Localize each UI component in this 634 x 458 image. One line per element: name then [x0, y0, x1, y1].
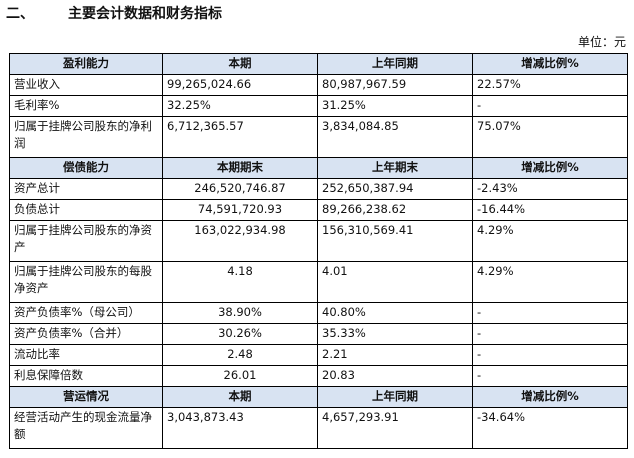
table-row: 归属于挂牌公司股东的净利润 6,712,365.57 3,834,084.85 … — [9, 116, 628, 158]
current-value: 6,712,365.57 — [162, 116, 318, 158]
header-cell: 盈利能力 — [9, 53, 163, 75]
current-value: 2.48 — [162, 344, 318, 366]
prior-value: 156,310,569.41 — [317, 220, 473, 262]
change-ratio: -2.43% — [472, 178, 628, 200]
table-row: 毛利率% 32.25% 31.25% - — [9, 95, 628, 117]
change-ratio: 75.07% — [472, 116, 628, 158]
current-value: 38.90% — [162, 302, 318, 324]
section-header-solvency: 偿债能力 本期期末 上年期末 增减比例% — [9, 157, 628, 179]
header-cell: 偿债能力 — [9, 157, 163, 179]
prior-value: 35.33% — [317, 323, 473, 345]
header-cell: 上年期末 — [317, 157, 473, 179]
row-label: 营业收入 — [9, 74, 163, 96]
prior-value: 31.25% — [317, 95, 473, 117]
prior-value: 2.21 — [317, 344, 473, 366]
current-value: 32.25% — [162, 95, 318, 117]
table-row: 经营活动产生的现金流量净额 3,043,873.43 4,657,293.91 … — [9, 407, 628, 449]
section-heading: 二、 主要会计数据和财务指标 — [6, 3, 222, 25]
prior-value: 3,834,084.85 — [317, 116, 473, 158]
row-label: 归属于挂牌公司股东的净利润 — [9, 116, 163, 158]
header-cell: 增减比例% — [472, 386, 628, 408]
change-ratio: 22.57% — [472, 74, 628, 96]
table-row: 资产总计 246,520,746.87 252,650,387.94 -2.43… — [9, 178, 628, 200]
prior-value: 20.83 — [317, 365, 473, 387]
current-value: 99,265,024.66 — [162, 74, 318, 96]
table-row: 利息保障倍数 26.01 20.83 - — [9, 365, 628, 387]
header-cell: 本期 — [162, 386, 318, 408]
header-cell: 上年同期 — [317, 386, 473, 408]
prior-value: 4.01 — [317, 261, 473, 303]
current-value: 246,520,746.87 — [162, 178, 318, 200]
change-ratio: - — [472, 365, 628, 387]
header-cell: 增减比例% — [472, 53, 628, 75]
section-title: 主要会计数据和财务指标 — [68, 6, 222, 22]
row-label: 经营活动产生的现金流量净额 — [9, 407, 163, 449]
section-header-profitability: 盈利能力 本期 上年同期 增减比例% — [9, 53, 628, 75]
current-value: 3,043,873.43 — [162, 407, 318, 449]
current-value: 163,022,934.98 — [162, 220, 318, 262]
change-ratio: -34.64% — [472, 407, 628, 449]
row-label: 归属于挂牌公司股东的每股净资产 — [9, 261, 163, 303]
current-value: 26.01 — [162, 365, 318, 387]
table-row: 流动比率 2.48 2.21 - — [9, 344, 628, 366]
table-row: 资产负债率%（母公司） 38.90% 40.80% - — [9, 302, 628, 324]
prior-value: 40.80% — [317, 302, 473, 324]
table-row: 归属于挂牌公司股东的净资产 163,022,934.98 156,310,569… — [9, 220, 628, 262]
financial-indicators-table: 盈利能力 本期 上年同期 增减比例% 营业收入 99,265,024.66 80… — [9, 53, 628, 449]
current-value: 74,591,720.93 — [162, 199, 318, 221]
change-ratio: - — [472, 344, 628, 366]
change-ratio: - — [472, 95, 628, 117]
header-cell: 本期期末 — [162, 157, 318, 179]
current-value: 4.18 — [162, 261, 318, 303]
row-label: 毛利率% — [9, 95, 163, 117]
prior-value: 252,650,387.94 — [317, 178, 473, 200]
row-label: 利息保障倍数 — [9, 365, 163, 387]
change-ratio: - — [472, 323, 628, 345]
row-label: 负债总计 — [9, 199, 163, 221]
row-label: 归属于挂牌公司股东的净资产 — [9, 220, 163, 262]
change-ratio: 4.29% — [472, 220, 628, 262]
header-cell: 本期 — [162, 53, 318, 75]
prior-value: 89,266,238.62 — [317, 199, 473, 221]
header-cell: 营运情况 — [9, 386, 163, 408]
unit-label: 单位：元 — [577, 35, 626, 49]
table-row: 资产负债率%（合并） 30.26% 35.33% - — [9, 323, 628, 345]
header-cell: 上年同期 — [317, 53, 473, 75]
row-label: 资产总计 — [9, 178, 163, 200]
table-row: 负债总计 74,591,720.93 89,266,238.62 -16.44% — [9, 199, 628, 221]
row-label: 资产负债率%（母公司） — [9, 302, 163, 324]
change-ratio: - — [472, 302, 628, 324]
row-label: 流动比率 — [9, 344, 163, 366]
section-number: 二、 — [6, 6, 34, 22]
table-row: 归属于挂牌公司股东的每股净资产 4.18 4.01 4.29% — [9, 261, 628, 303]
prior-value: 4,657,293.91 — [317, 407, 473, 449]
table-row: 营业收入 99,265,024.66 80,987,967.59 22.57% — [9, 74, 628, 96]
change-ratio: 4.29% — [472, 261, 628, 303]
header-cell: 增减比例% — [472, 157, 628, 179]
section-header-operations: 营运情况 本期 上年同期 增减比例% — [9, 386, 628, 408]
current-value: 30.26% — [162, 323, 318, 345]
row-label: 资产负债率%（合并） — [9, 323, 163, 345]
change-ratio: -16.44% — [472, 199, 628, 221]
prior-value: 80,987,967.59 — [317, 74, 473, 96]
